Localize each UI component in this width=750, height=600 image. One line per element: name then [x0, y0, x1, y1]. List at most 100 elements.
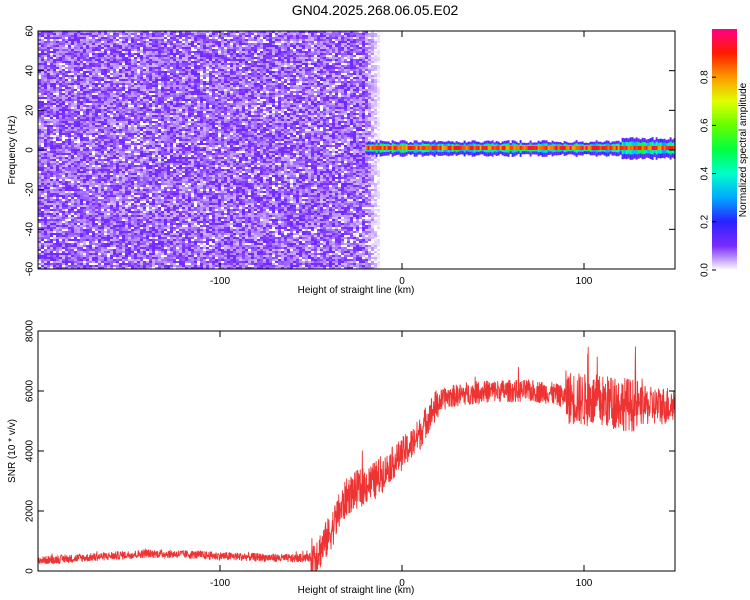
heatmap-cell [338, 99, 341, 101]
heatmap-cell [254, 119, 257, 121]
heatmap-cell [53, 123, 56, 125]
heatmap-cell [209, 71, 212, 73]
heatmap-cell [122, 93, 125, 95]
heatmap-cell [314, 51, 317, 53]
heatmap-cell [266, 55, 269, 57]
heatmap-cell [83, 57, 86, 59]
heatmap-cell [56, 83, 59, 85]
heatmap-cell [362, 97, 365, 99]
heatmap-cell [86, 83, 89, 85]
heatmap-cell [191, 63, 194, 65]
heatmap-cell [143, 31, 146, 33]
heatmap-cell [158, 43, 161, 45]
heatmap-cell [314, 45, 317, 47]
heatmap-cell [332, 97, 335, 99]
heatmap-cell [74, 49, 77, 51]
heatmap-cell [236, 31, 239, 33]
heatmap-cell [188, 113, 191, 115]
heatmap-cell [176, 79, 179, 81]
heatmap-cell [185, 109, 188, 111]
heatmap-cell [239, 105, 242, 107]
heatmap-cell [380, 119, 383, 121]
heatmap-cell [197, 97, 200, 99]
heatmap-cell [320, 57, 323, 59]
heatmap-cell [107, 85, 110, 87]
heatmap-cell [341, 87, 344, 89]
heatmap-cell [362, 93, 365, 95]
heatmap-cell [233, 53, 236, 55]
heatmap-cell [101, 71, 104, 73]
heatmap-cell [374, 73, 377, 75]
heatmap-cell [326, 113, 329, 115]
heatmap-cell [176, 121, 179, 123]
heatmap-cell [41, 47, 44, 49]
heatmap-cell [314, 113, 317, 115]
heatmap-cell [140, 35, 143, 37]
heatmap-cell [212, 113, 215, 115]
heatmap-cell [215, 77, 218, 79]
heatmap-cell [299, 69, 302, 71]
heatmap-cell [86, 43, 89, 45]
heatmap-cell [161, 39, 164, 41]
heatmap-cell [116, 89, 119, 91]
heatmap-cell [56, 33, 59, 35]
heatmap-cell [272, 81, 275, 83]
heatmap-cell [101, 77, 104, 79]
heatmap-cell [260, 65, 263, 67]
heatmap-cell [104, 57, 107, 59]
heatmap-cell [326, 71, 329, 73]
heatmap-cell [242, 95, 245, 97]
heatmap-cell [74, 99, 77, 101]
heatmap-cell [269, 81, 272, 83]
heatmap-cell [350, 121, 353, 123]
heatmap-cell [98, 95, 101, 97]
heatmap-cell [59, 37, 62, 39]
heatmap-cell [212, 61, 215, 63]
heatmap-cell [356, 43, 359, 45]
heatmap-cell [59, 43, 62, 45]
heatmap-cell [86, 57, 89, 59]
heatmap-cell [182, 115, 185, 117]
heatmap-cell [125, 83, 128, 85]
heatmap-cell [206, 53, 209, 55]
heatmap-cell [167, 77, 170, 79]
heatmap-cell [206, 43, 209, 45]
heatmap-cell [56, 97, 59, 99]
heatmap-cell [155, 43, 158, 45]
heatmap-cell [251, 71, 254, 73]
heatmap-cell [281, 119, 284, 121]
heatmap-cell [119, 53, 122, 55]
heatmap-cell [140, 99, 143, 101]
heatmap-cell [104, 63, 107, 65]
heatmap-cell [50, 109, 53, 111]
heatmap-cell [65, 75, 68, 77]
heatmap-cell [200, 63, 203, 65]
heatmap-cell [155, 35, 158, 37]
heatmap-cell [263, 103, 266, 105]
heatmap-cell [293, 67, 296, 69]
heatmap-cell [170, 37, 173, 39]
heatmap-cell [371, 81, 374, 83]
heatmap-cell [299, 67, 302, 69]
heatmap-cell [284, 79, 287, 81]
heatmap-cell [329, 91, 332, 93]
heatmap-cell [239, 93, 242, 95]
heatmap-cell [365, 41, 368, 43]
heatmap-cell [149, 73, 152, 75]
heatmap-cell [212, 117, 215, 119]
heatmap-cell [80, 117, 83, 119]
heatmap-cell [320, 95, 323, 97]
heatmap-cell [365, 69, 368, 71]
heatmap-cell [164, 95, 167, 97]
heatmap-cell [143, 37, 146, 39]
heatmap-cell [320, 67, 323, 69]
heatmap-cell [365, 57, 368, 59]
heatmap-cell [305, 97, 308, 99]
heatmap-cell [374, 99, 377, 101]
heatmap-cell [62, 81, 65, 83]
heatmap-cell [302, 39, 305, 41]
heatmap-cell [167, 91, 170, 93]
heatmap-cell [65, 101, 68, 103]
heatmap-cell [41, 71, 44, 73]
heatmap-cell [221, 97, 224, 99]
